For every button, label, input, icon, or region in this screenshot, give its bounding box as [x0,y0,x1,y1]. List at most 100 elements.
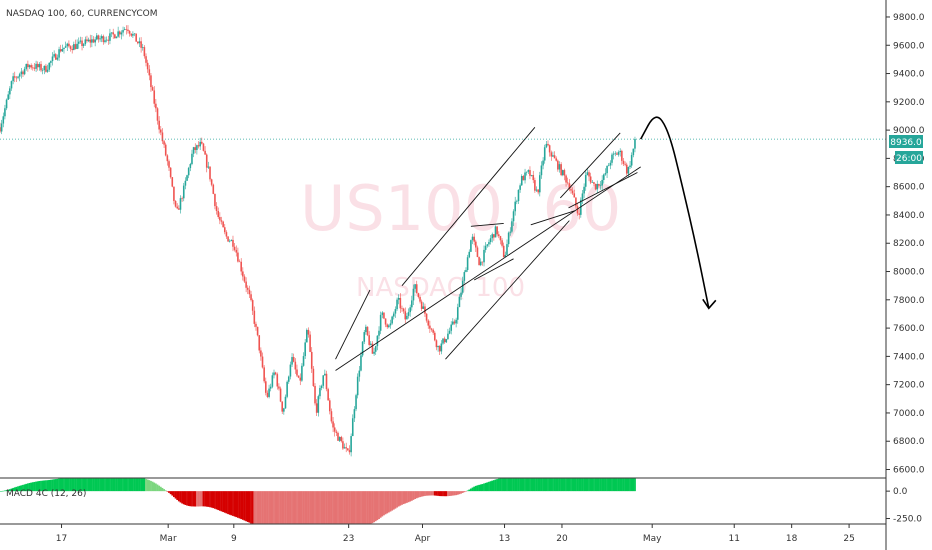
time-axis[interactable]: 17 Mar 9 23 Apr 13 20 May 11 18 25 [56,524,855,544]
macd-bar [450,491,453,496]
candle-body [571,190,574,194]
candle-body [460,292,462,297]
candle-body [181,198,183,199]
macd-bar [617,478,620,492]
macd-bar [325,491,328,524]
candle-body [128,31,131,34]
candle-body [625,164,628,174]
macd-bar [355,491,357,524]
macd-bar [597,478,600,492]
trend-channel-drawings[interactable] [335,126,641,371]
macd-bar [163,489,165,492]
candle-body [516,201,518,202]
candle-body [583,186,585,194]
macd-bar [474,485,477,492]
candle-body [630,155,633,166]
macd-bar [110,478,113,492]
macd-bar [624,478,627,492]
macd-bar [594,478,597,492]
candle-body [563,170,566,176]
macd-bar [343,491,346,524]
macd-bar [122,478,124,492]
macd-bar [109,478,111,492]
macd-tick-label: -250.0 [893,515,922,525]
candle-body [548,145,551,153]
macd-bar [630,478,633,492]
macd-bar [438,491,441,497]
candle-body [232,239,234,247]
macd-bar [442,491,444,497]
macd-bar [141,478,144,492]
candle-body [294,361,297,370]
candle-body [289,364,292,377]
candle-body [337,432,339,441]
macd-bar [499,478,502,492]
macd-bar [478,484,480,492]
macd-bar [340,491,343,524]
candle-body [424,306,426,314]
macd-bar [504,478,507,492]
candle-body [230,239,233,241]
candle-body [327,389,329,401]
candle-body [519,185,521,190]
macd-bar [86,478,88,492]
candle-body [479,261,482,266]
price-axis[interactable]: 9800.09600.09400.09200.09000.08800.08600… [886,13,925,476]
macd-bar [396,491,398,508]
macd-bar [443,491,446,497]
candle-body [509,231,512,233]
macd-bar [309,491,311,524]
candle-body [243,276,246,282]
candle-body [36,63,39,68]
macd-bar [479,484,482,492]
candle-body [368,335,370,345]
candle-body [466,257,469,270]
candle-body [527,170,530,172]
candle-body [115,36,118,39]
candle-body [573,193,576,198]
candle-body [537,189,539,193]
macd-bar [184,491,187,505]
candle-body [463,272,466,281]
candle-body [146,62,149,70]
macd-bar [26,483,29,492]
candle-body [404,311,407,320]
candle-body [258,335,261,351]
candle-body [366,326,369,336]
candle-body [347,448,349,451]
macd-bar [445,491,448,497]
candle-body [281,401,284,412]
macd-bar [579,478,582,492]
macd-bar [200,491,203,507]
macd-bar [18,485,21,492]
macd-bar [599,478,602,492]
candle-body [580,199,582,215]
macd-bar [535,478,538,492]
candle-body [178,208,180,210]
candle-body [233,246,236,250]
macd-bar [611,478,613,492]
macd-bar [192,491,195,507]
candle-body [307,329,310,335]
candle-body [614,153,617,155]
macd-bar [420,491,423,497]
macd-bar [634,478,636,492]
candle-body [442,338,444,344]
time-tick-label: 23 [343,534,354,544]
candle-body [506,244,508,255]
macd-tick-label: 0.0 [893,487,908,497]
forecast-arrow-drawing[interactable] [640,116,717,310]
macd-bar [15,486,18,492]
candle-body [489,238,492,243]
macd-bar [622,478,625,492]
macd-bar [66,478,69,492]
candle-body [376,335,379,347]
candle-body [278,386,280,389]
macd-bar [154,483,157,492]
candle-body [143,47,146,57]
candle-body [287,376,290,382]
candle-body [237,252,239,262]
macd-bar [589,478,592,492]
macd-bar [148,480,151,492]
